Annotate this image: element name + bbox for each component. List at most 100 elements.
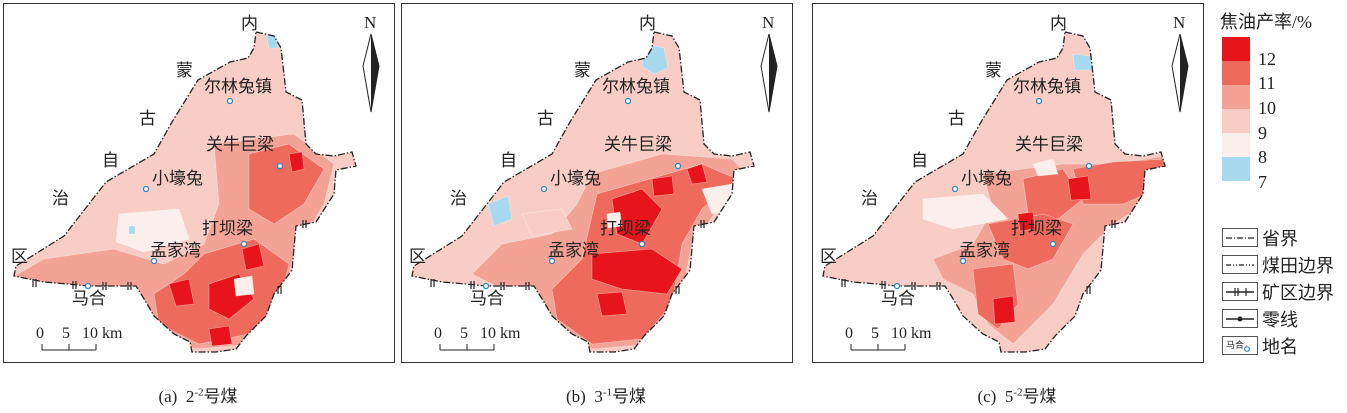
coalfield-boundary-a — [13, 31, 357, 353]
north-arrow-icon-a: N — [362, 13, 380, 113]
place-label-mengjia-a: 孟家湾 — [150, 241, 201, 261]
scale-label-0-a: 0 — [36, 325, 44, 342]
region-label-zi-c: 自 — [911, 151, 928, 171]
tar-yield-zone-a-8 — [115, 208, 190, 253]
place-label-daba-c: 打坝梁 — [1011, 219, 1062, 239]
place-marker-mengjia-c — [959, 257, 967, 265]
north-label-c: N — [1173, 13, 1185, 32]
tar-yield-zone-b-4 — [596, 291, 628, 317]
place-marker-sample: 马合 — [1226, 339, 1244, 351]
swatch-7 — [1222, 157, 1250, 181]
caption-a: (a) 2-2号煤 — [158, 386, 238, 406]
region-label-qu-b: 区 — [409, 247, 426, 267]
scale-label-1-c: 5 — [871, 325, 879, 342]
tar-yield-zone-b-6 — [651, 175, 675, 197]
tar-yield-zone-b-9 — [606, 211, 623, 229]
scale-label-2-b: 10 km — [480, 325, 521, 342]
place-label-guanniu-b: 关牛巨梁 — [604, 135, 672, 155]
place-label-guanniu-c: 关牛巨梁 — [1015, 135, 1083, 155]
place-label-daba-a: 打坝梁 — [202, 219, 253, 239]
legend-title: 焦油产率/% — [1220, 12, 1312, 32]
place-marker-erlintu-c — [1035, 97, 1043, 105]
tick-12: 12 — [1258, 49, 1276, 69]
tar-yield-zone-a-9 — [233, 275, 255, 297]
north-arrow-icon-c: N — [1171, 13, 1189, 113]
place-label-mengjia-b: 孟家湾 — [548, 241, 599, 261]
tar-yield-zone-c-10 — [1032, 158, 1059, 177]
scale-label-1-b: 5 — [460, 325, 468, 342]
place-marker-xiaohao-b — [540, 185, 548, 193]
tar-yield-zone-a-3 — [288, 151, 305, 173]
tar-yield-zone-c-8 — [1017, 211, 1036, 232]
tick-9: 9 — [1258, 123, 1267, 143]
tar-yield-zone-a-4 — [168, 278, 195, 307]
scale-bar-a: 0 5 10 km — [36, 325, 123, 351]
mining-area-boundary-icon — [1222, 282, 1258, 301]
place-marker-mahe-b — [482, 282, 490, 290]
place-label-mahe-a: 马合 — [72, 289, 106, 309]
region-label-qu-a: 区 — [11, 247, 28, 267]
region-label-qu-c: 区 — [820, 247, 837, 267]
place-label-mahe-c: 马合 — [881, 289, 915, 309]
region-label-nei-c: 内 — [1050, 14, 1067, 34]
region-label-zhi-c: 治 — [861, 189, 878, 209]
place-marker-erlintu-a — [226, 97, 234, 105]
map-panel-a: 内蒙古自治区 尔林兔镇 关牛巨梁 小壕兔 打坝梁 孟家湾 马合 N 0 5 10 km — [3, 3, 395, 363]
scale-label-2-a: 10 km — [82, 325, 123, 342]
scale-bar-b: 0 5 10 km — [434, 325, 521, 351]
tar-yield-zone-b-2 — [611, 188, 663, 245]
place-marker-mahe-c — [893, 282, 901, 290]
region-label-gu-b: 古 — [537, 109, 554, 129]
place-label-erlintu-c: 尔林兔镇 — [1013, 77, 1081, 97]
mining-boundary-ticks-b — [430, 220, 705, 294]
tar-yield-zone-a-11 — [128, 225, 136, 235]
north-label-b: N — [762, 13, 774, 32]
tar-yield-zone-b-7 — [699, 73, 707, 95]
map-panel-c: 内蒙古自治区 尔林兔镇 关牛巨梁 小壕兔 打坝梁 孟家湾 马合 N 0 5 10 km — [812, 3, 1204, 363]
place-label-erlintu-a: 尔林兔镇 — [204, 77, 272, 97]
swatch-12 — [1222, 37, 1250, 61]
tar-yield-zone-c-9 — [922, 193, 1009, 230]
region-label-meng-b: 蒙 — [574, 61, 591, 81]
swatch-10 — [1222, 85, 1250, 109]
place-label-xiaohao-c: 小壕兔 — [961, 169, 1012, 189]
place-marker-mengjia-a — [150, 257, 158, 265]
tar-yield-zone-c-6 — [1142, 181, 1162, 202]
caption-c: (c) 5-2号煤 — [977, 386, 1057, 406]
tick-11: 11 — [1258, 73, 1276, 93]
mining-boundary-ticks-a — [32, 220, 307, 294]
province-boundary-icon — [1222, 228, 1258, 247]
scale-label-2-c: 10 km — [891, 325, 932, 342]
tar-yield-zone-c-11 — [1072, 53, 1094, 71]
place-label-xiaohao-a: 小壕兔 — [152, 169, 203, 189]
map-panel-b: 内蒙古自治区 尔林兔镇 关牛巨梁 小壕兔 打坝梁 孟家湾 马合 N 0 5 10 km — [401, 3, 793, 363]
tick-7: 7 — [1258, 172, 1267, 192]
region-label-meng-c: 蒙 — [985, 61, 1002, 81]
place-label-daba-b: 打坝梁 — [600, 219, 651, 239]
tar-yield-zone-b-5 — [686, 163, 708, 185]
place-marker-xiaohao-a — [142, 185, 150, 193]
caption-b: (b) 3-1号煤 — [566, 386, 646, 406]
place-label-mahe-b: 马合 — [470, 289, 504, 309]
tar-yield-zone-c-3 — [987, 213, 1074, 270]
place-label-xiaohao-b: 小壕兔 — [550, 169, 601, 189]
region-label-zi-b: 自 — [500, 151, 517, 171]
region-label-nei-a: 内 — [241, 14, 258, 34]
swatch-11 — [1222, 61, 1250, 85]
place-marker-daba-c — [1049, 240, 1057, 248]
coalfield-boundary-icon — [1222, 255, 1258, 274]
scale-label-1-a: 5 — [62, 325, 70, 342]
tar-yield-zone-c-7 — [992, 295, 1016, 325]
region-label-gu-a: 古 — [139, 109, 156, 129]
tar-yield-zone-b-12 — [487, 195, 513, 227]
place-marker-icon: 马合 — [1222, 336, 1258, 355]
coalfield-boundary-c — [822, 31, 1166, 353]
tar-yield-zone-c-12 — [1055, 35, 1065, 46]
region-label-zhi-b: 治 — [450, 189, 467, 209]
place-label-erlintu-b: 尔林兔镇 — [602, 77, 670, 97]
tar-yield-zone-a-1 — [248, 143, 325, 225]
place-marker-guanniu-a — [276, 162, 284, 170]
